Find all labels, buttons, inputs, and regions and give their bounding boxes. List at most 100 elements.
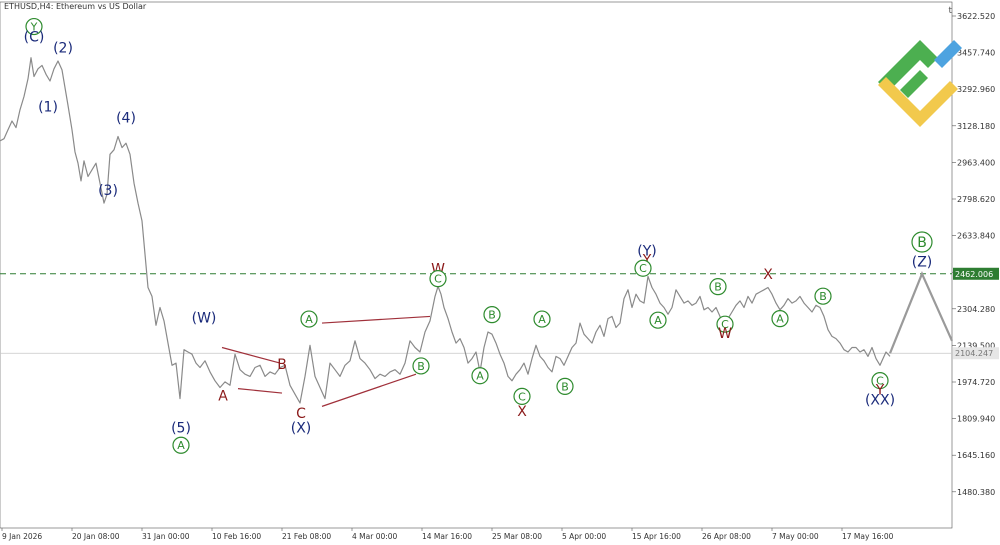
x-tick-label: 9 Jan 2026	[2, 532, 42, 541]
trade-mode-icon[interactable]: t	[948, 6, 952, 16]
brand-logo	[878, 40, 962, 127]
wave-label-circle	[429, 270, 447, 288]
level-price-label: 2462.006	[955, 270, 993, 279]
x-tick-label: 15 Apr 16:00	[632, 532, 681, 541]
wave-label: (XX)	[865, 392, 895, 408]
wave-label: A	[538, 313, 546, 326]
trendline	[321, 315, 431, 324]
x-tick-label: 20 Jan 08:00	[72, 532, 120, 541]
y-tick-label: 3292.960	[957, 85, 995, 94]
wave-label: (Z)	[912, 254, 933, 270]
wave-label: A	[654, 314, 662, 327]
wave-label: C	[876, 375, 884, 388]
wave-label: (4)	[116, 111, 136, 127]
y-tick-label: 1480.380	[957, 488, 995, 497]
symbol-title: ETHUSD,H4: Ethereum vs US Dollar	[4, 2, 147, 11]
wave-label: W	[718, 326, 732, 342]
wave-label-circle	[771, 310, 789, 328]
wave-label: A	[476, 370, 484, 383]
wave-label: A	[218, 388, 228, 404]
x-tick-label: 21 Feb 08:00	[282, 532, 331, 541]
y-tick-label: 2798.620	[957, 195, 995, 204]
projection-line	[888, 270, 954, 354]
price-series	[0, 57, 954, 404]
price-line	[0, 57, 891, 404]
wave-label: B	[819, 290, 827, 303]
x-tick-label: 4 Mar 00:00	[352, 532, 398, 541]
y-tick-label: 1974.720	[957, 378, 995, 387]
wave-label: B	[417, 360, 425, 373]
wave-label-circle	[412, 357, 430, 375]
wave-label-circle	[483, 306, 501, 324]
wave-label: B	[917, 235, 927, 251]
x-tick-label: 26 Apr 08:00	[702, 532, 751, 541]
y-tick-label: 3128.180	[957, 122, 995, 131]
y-tick-label: 3457.740	[957, 49, 995, 58]
logo-green-chevron	[878, 40, 938, 92]
wave-label: C	[639, 262, 647, 275]
current-price-tag	[953, 347, 999, 360]
wave-label-circle	[471, 367, 489, 385]
wave-label-circle	[513, 387, 531, 405]
wave-label: (3)	[98, 183, 118, 199]
wave-label-circle	[911, 231, 933, 253]
trendline-layer	[221, 315, 431, 407]
x-tick-label: 5 Apr 00:00	[562, 532, 606, 541]
x-tick-label: 7 May 00:00	[772, 532, 819, 541]
wave-label: X	[763, 267, 773, 283]
wave-label-circle	[709, 278, 727, 296]
wave-label-circle	[871, 372, 889, 390]
wave-label: C	[296, 406, 306, 422]
logo-blue-bar	[934, 40, 962, 68]
wave-label-circle	[634, 259, 652, 277]
plot-frame	[0, 1, 953, 529]
wave-label: (X)	[291, 420, 312, 436]
wave-label: A	[177, 439, 185, 452]
wave-label-circle	[556, 377, 574, 395]
current-price-label: 2104.247	[955, 349, 993, 358]
logo-yellow-chevron	[878, 77, 958, 127]
x-tick-label: 25 Mar 08:00	[492, 532, 542, 541]
wave-label: (2)	[53, 41, 73, 57]
y-tick-label: 2304.280	[957, 305, 995, 314]
y-tick-label: 3622.520	[957, 12, 995, 21]
wave-label: A	[305, 313, 313, 326]
wave-label: B	[714, 281, 722, 294]
wave-label: X	[517, 404, 527, 420]
wave-label: (W)	[192, 311, 217, 327]
y-tick-label: 2633.840	[957, 232, 995, 241]
wave-label: B	[277, 357, 287, 373]
x-tick-label: 17 May 16:00	[842, 532, 894, 541]
wave-label: C	[518, 390, 526, 403]
trendline	[321, 373, 417, 407]
wave-label: B	[561, 380, 569, 393]
y-tick-label: 2963.400	[957, 158, 995, 167]
wave-label-circle	[649, 311, 667, 329]
logo-green-inner	[900, 70, 928, 98]
x-tick-label: 14 Mar 16:00	[422, 532, 472, 541]
wave-label: (Y)	[637, 243, 656, 259]
wave-label: C	[721, 318, 729, 331]
trendline	[221, 346, 281, 364]
wave-label: Y	[30, 21, 38, 34]
wave-label-circle	[300, 310, 318, 328]
x-tick-label: 10 Feb 16:00	[212, 532, 261, 541]
wave-label: (5)	[171, 420, 191, 436]
wave-label-circle	[716, 315, 734, 333]
wave-label: C	[434, 273, 442, 286]
wave-label-circle	[172, 436, 190, 454]
x-tick-label: 31 Jan 00:00	[142, 532, 190, 541]
wave-label: (1)	[38, 100, 58, 116]
wave-label: Y	[875, 382, 885, 398]
y-tick-label: 1645.160	[957, 451, 995, 460]
wave-label: Y	[642, 252, 652, 268]
wave-label-circle	[25, 17, 43, 36]
wave-label-circle	[533, 310, 551, 328]
y-tick-label: 2139.500	[957, 341, 995, 350]
wave-label: B	[488, 309, 496, 322]
level-price-tag	[953, 267, 999, 280]
